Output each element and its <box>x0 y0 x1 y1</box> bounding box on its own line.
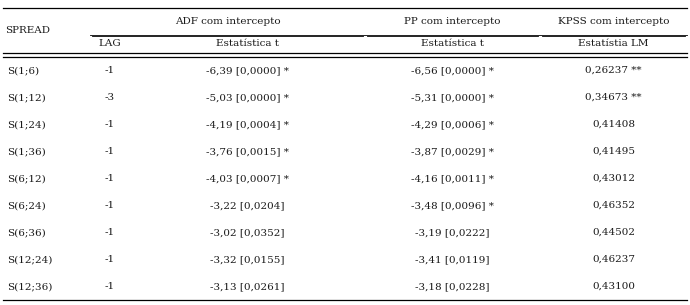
Text: -1: -1 <box>105 228 115 237</box>
Text: KPSS com intercepto: KPSS com intercepto <box>558 17 669 26</box>
Text: -3,48 [0,0096] *: -3,48 [0,0096] * <box>411 201 494 210</box>
Text: -3,13 [0,0261]: -3,13 [0,0261] <box>210 282 285 291</box>
Text: 0,44502: 0,44502 <box>592 228 635 237</box>
Text: -5,03 [0,0000] *: -5,03 [0,0000] * <box>206 93 289 102</box>
Text: -1: -1 <box>105 120 115 129</box>
Text: S(1;36): S(1;36) <box>7 147 46 156</box>
Text: -4,16 [0,0011] *: -4,16 [0,0011] * <box>411 174 494 183</box>
Text: S(6;24): S(6;24) <box>7 201 46 210</box>
Text: -1: -1 <box>105 282 115 291</box>
Text: S(12;36): S(12;36) <box>7 282 52 291</box>
Text: -1: -1 <box>105 255 115 264</box>
Text: S(6;36): S(6;36) <box>7 228 46 237</box>
Text: -3: -3 <box>105 93 115 102</box>
Text: -1: -1 <box>105 147 115 156</box>
Text: -4,19 [0,0004] *: -4,19 [0,0004] * <box>206 120 289 129</box>
Text: -1: -1 <box>105 201 115 210</box>
Text: -6,56 [0,0000] *: -6,56 [0,0000] * <box>411 66 494 75</box>
Text: 0,46237: 0,46237 <box>592 255 635 264</box>
Text: -3,41 [0,0119]: -3,41 [0,0119] <box>415 255 490 264</box>
Text: S(1;24): S(1;24) <box>7 120 46 129</box>
Text: -3,19 [0,0222]: -3,19 [0,0222] <box>415 228 490 237</box>
Text: -5,31 [0,0000] *: -5,31 [0,0000] * <box>411 93 494 102</box>
Text: -4,03 [0,0007] *: -4,03 [0,0007] * <box>206 174 289 183</box>
Text: S(12;24): S(12;24) <box>7 255 52 264</box>
Text: 0,46352: 0,46352 <box>592 201 635 210</box>
Text: -1: -1 <box>105 174 115 183</box>
Text: Estatística t: Estatística t <box>421 40 484 48</box>
Text: PP com intercepto: PP com intercepto <box>404 17 501 26</box>
Text: S(1;6): S(1;6) <box>7 66 39 75</box>
Text: SPREAD: SPREAD <box>5 26 50 35</box>
Text: -6,39 [0,0000] *: -6,39 [0,0000] * <box>206 66 289 75</box>
Text: S(6;12): S(6;12) <box>7 174 46 183</box>
Text: -3,87 [0,0029] *: -3,87 [0,0029] * <box>411 147 494 156</box>
Text: -3,76 [0,0015] *: -3,76 [0,0015] * <box>206 147 289 156</box>
Text: Estatística t: Estatística t <box>216 40 279 48</box>
Text: 0,43100: 0,43100 <box>592 282 635 291</box>
Text: -3,18 [0,0228]: -3,18 [0,0228] <box>415 282 490 291</box>
Text: 0,26237 **: 0,26237 ** <box>585 66 642 75</box>
Text: Estatístia LM: Estatístia LM <box>578 40 649 48</box>
Text: -1: -1 <box>105 66 115 75</box>
Text: 0,41408: 0,41408 <box>592 120 635 129</box>
Text: 0,43012: 0,43012 <box>592 174 635 183</box>
Text: LAG: LAG <box>99 40 121 48</box>
Text: -4,29 [0,0006] *: -4,29 [0,0006] * <box>411 120 494 129</box>
Text: -3,32 [0,0155]: -3,32 [0,0155] <box>210 255 285 264</box>
Text: ADF com intercepto: ADF com intercepto <box>175 17 280 26</box>
Text: S(1;12): S(1;12) <box>7 93 46 102</box>
Text: 0,34673 **: 0,34673 ** <box>585 93 642 102</box>
Text: -3,22 [0,0204]: -3,22 [0,0204] <box>210 201 285 210</box>
Text: -3,02 [0,0352]: -3,02 [0,0352] <box>210 228 285 237</box>
Text: 0,41495: 0,41495 <box>592 147 635 156</box>
